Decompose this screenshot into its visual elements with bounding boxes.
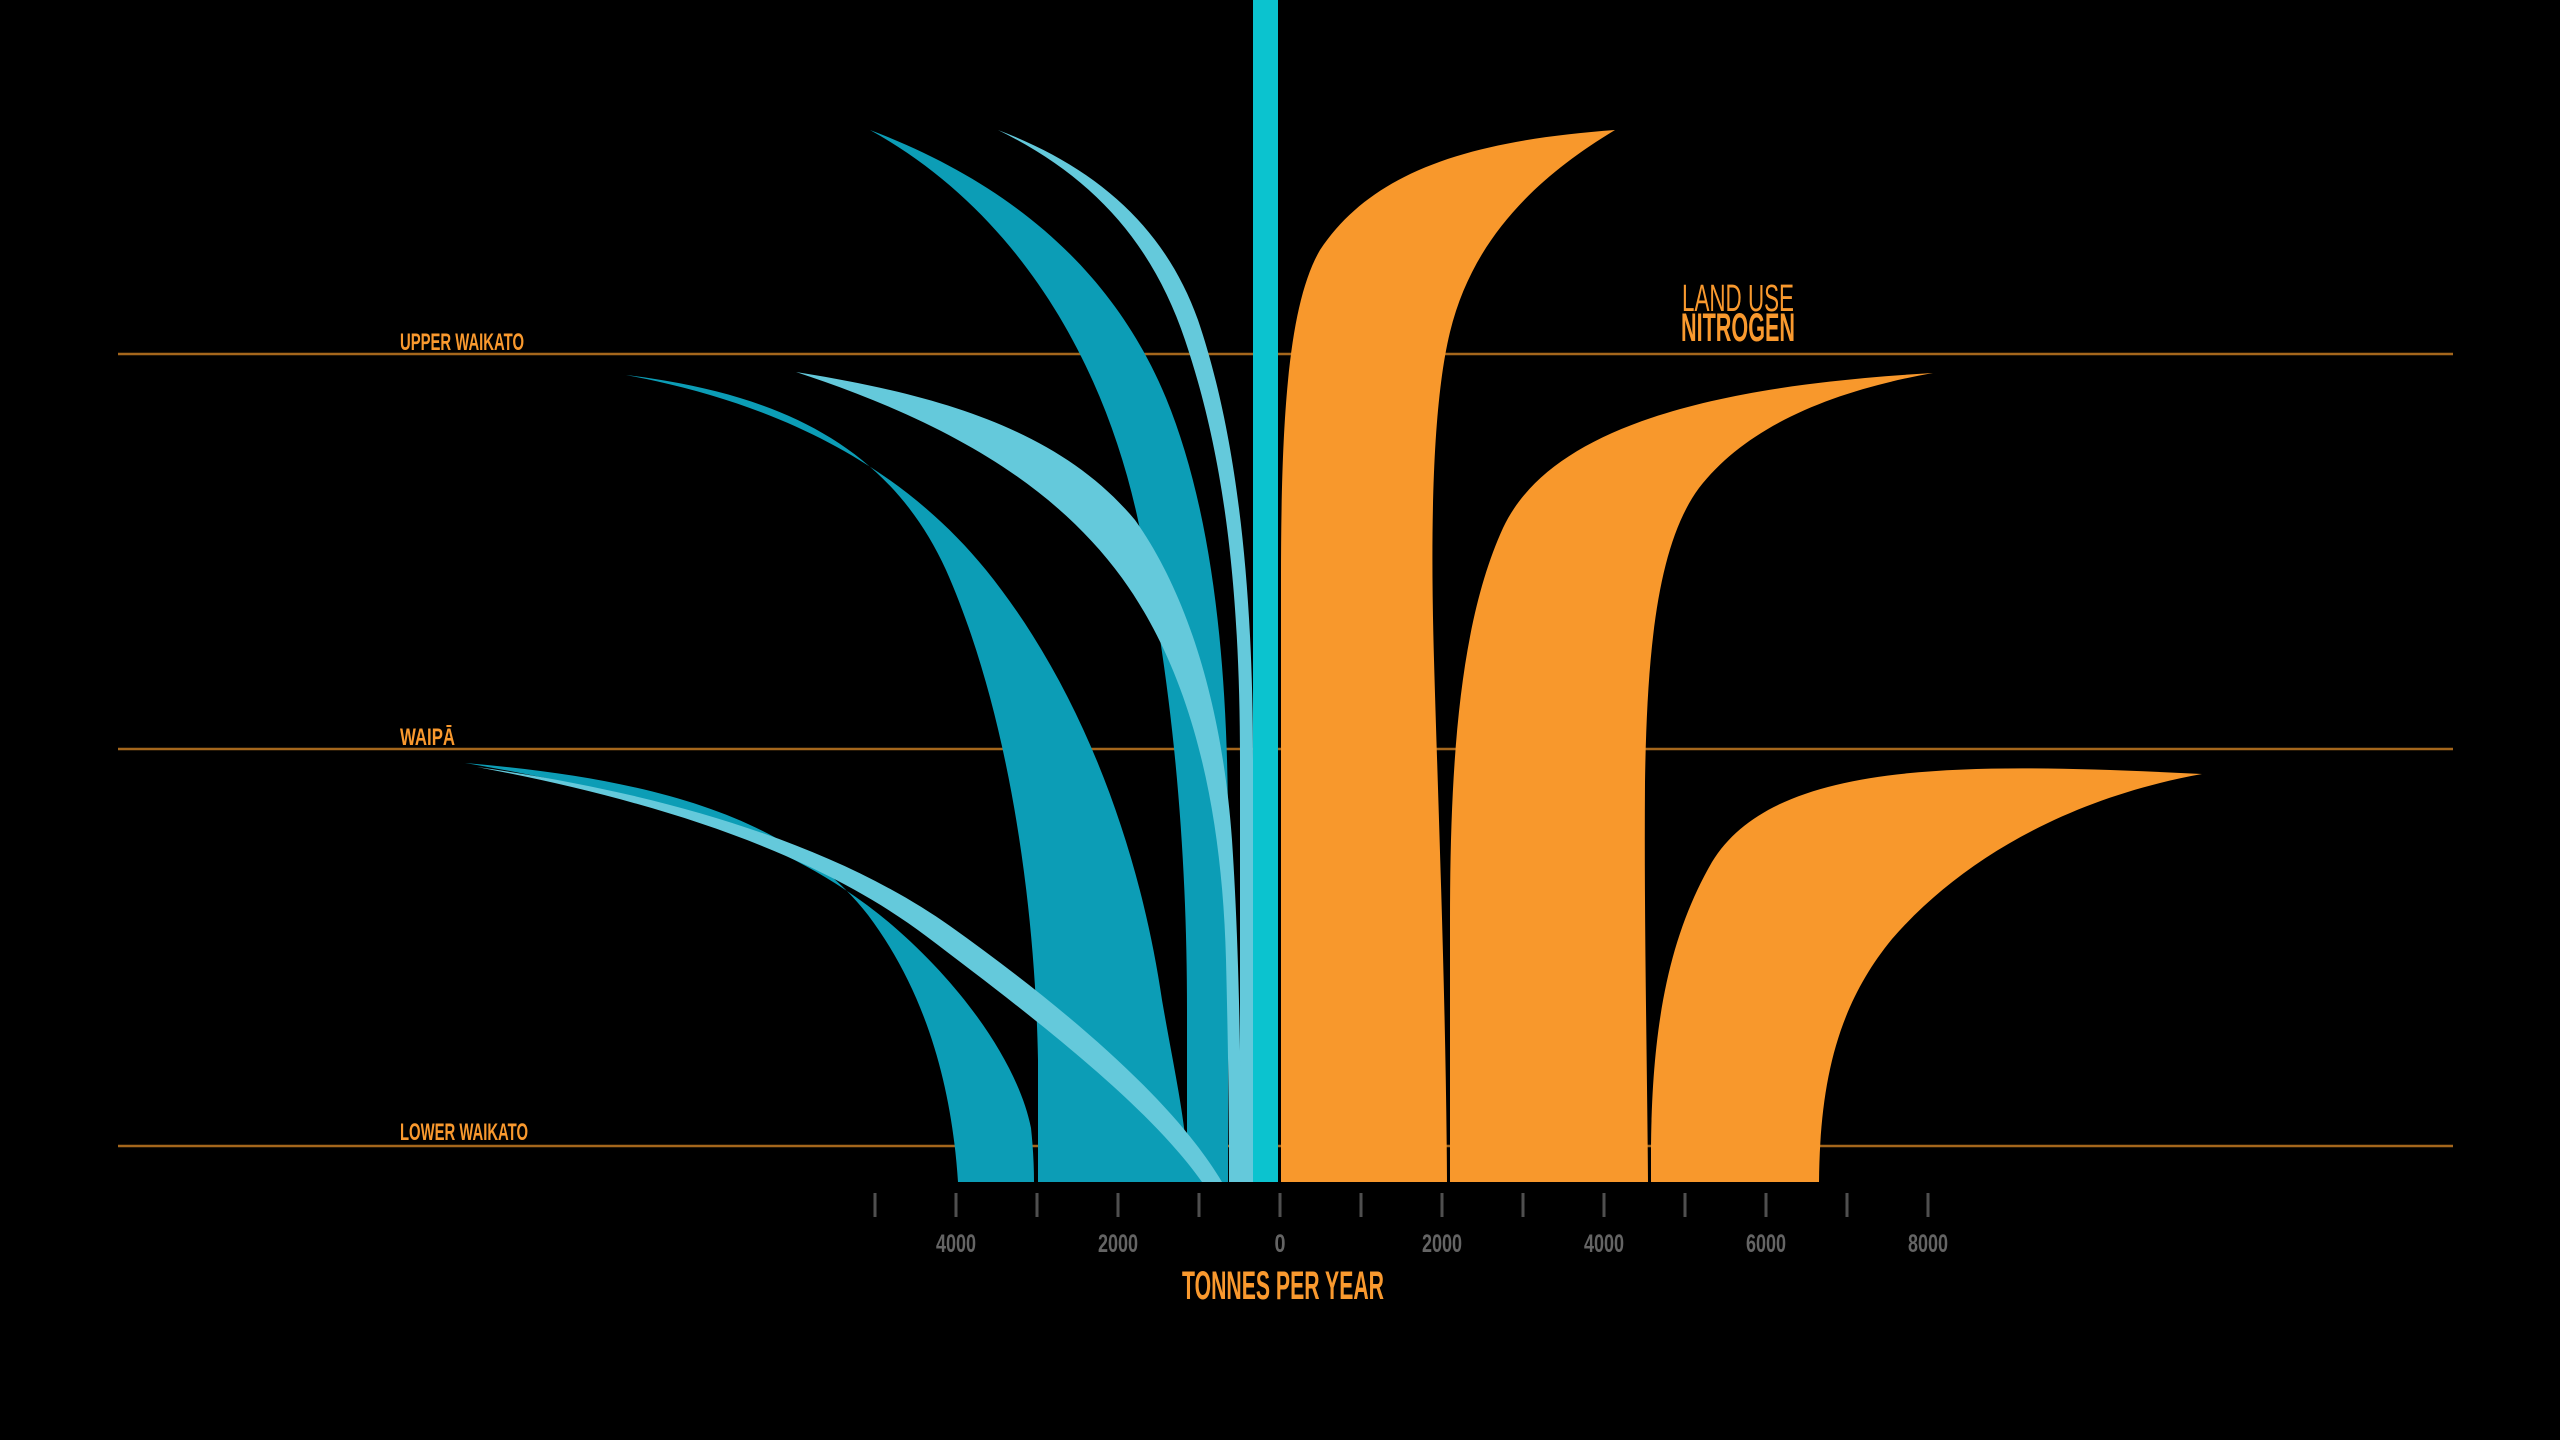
axis-tick-marks — [873, 1193, 1930, 1217]
row-label-lower-waikato: LOWER WAIKATO — [400, 1119, 528, 1146]
row-label-waipa: WAIPĀ — [400, 724, 455, 751]
chart-title-line1: LAND USE — [1682, 278, 1794, 320]
teal-blade-lower-waikato — [465, 763, 1034, 1182]
orange-blade-waipa — [1450, 373, 1933, 1182]
tick-label-right-2000: 2000 — [1422, 1230, 1462, 1258]
row-label-upper-waikato: UPPER WAIKATO — [400, 329, 524, 356]
tick-label-right-8000: 8000 — [1908, 1230, 1948, 1258]
tick-label-zero: 0 — [1275, 1230, 1286, 1258]
teal-blade-waipa — [626, 375, 1188, 1182]
orange-blade-upper-waikato — [1281, 130, 1615, 1182]
light-blade-waipa — [796, 372, 1241, 1182]
axis-title: TONNES PER YEAR — [1182, 1264, 1384, 1308]
tick-label-right-4000: 4000 — [1584, 1230, 1624, 1258]
orange-blade-lower-waikato — [1651, 768, 2202, 1182]
tick-label-left-4000: 4000 — [936, 1230, 976, 1258]
teal-blade-upper-waikato — [870, 130, 1228, 1182]
tick-label-right-6000: 6000 — [1746, 1230, 1786, 1258]
center-river-stripe — [1253, 0, 1278, 1182]
tick-label-left-2000: 2000 — [1098, 1230, 1138, 1258]
chart-title-line2: NITROGEN — [1681, 306, 1795, 350]
